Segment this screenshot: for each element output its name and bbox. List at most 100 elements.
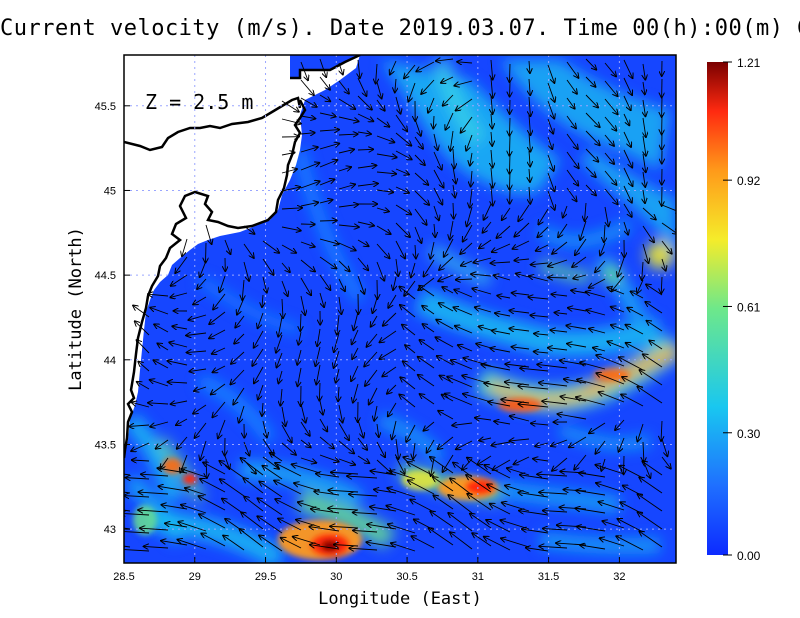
velocity-arrow: [501, 538, 530, 548]
velocity-arrow: [392, 420, 397, 439]
velocity-arrow: [643, 441, 644, 462]
velocity-arrow: [479, 326, 492, 330]
velocity-arrow: [298, 502, 321, 510]
velocity-arrow: [300, 202, 318, 207]
velocity-arrow: [604, 116, 616, 131]
velocity-arrow: [537, 474, 568, 476]
velocity-arrow: [150, 380, 169, 387]
velocity-arrow: [494, 421, 511, 424]
velocity-arrow: [357, 275, 364, 294]
velocity-arrow: [623, 185, 632, 203]
velocity-arrow: [224, 239, 230, 254]
velocity-arrow: [529, 132, 530, 152]
velocity-arrow: [393, 276, 396, 290]
velocity-arrow: [488, 402, 511, 407]
velocity-arrow: [300, 439, 311, 447]
velocity-arrow: [649, 341, 663, 350]
velocity-arrow: [182, 238, 188, 256]
velocity-arrow: [399, 395, 416, 408]
velocity-arrow: [516, 274, 530, 277]
velocity-arrow: [416, 61, 435, 71]
velocity-arrow: [418, 357, 435, 369]
velocity-arrow: [395, 78, 396, 92]
velocity-arrow: [242, 279, 244, 300]
velocity-arrow: [315, 346, 321, 366]
velocity-arrow: [623, 203, 632, 217]
velocity-arrow: [436, 337, 454, 348]
velocity-arrow: [300, 181, 320, 189]
velocity-arrow: [643, 117, 646, 137]
velocity-arrow: [126, 478, 150, 479]
velocity-arrow: [436, 320, 454, 330]
velocity-arrow: [604, 80, 618, 96]
velocity-arrow: [531, 263, 549, 265]
velocity-arrow: [534, 334, 549, 335]
velocity-arrow: [357, 257, 368, 270]
velocity-arrow: [604, 62, 616, 76]
velocity-arrow: [319, 58, 326, 77]
velocity-arrow: [414, 136, 423, 149]
velocity-arrow: [453, 166, 456, 183]
x-tick-label: 28.5: [113, 571, 134, 583]
velocity-arrow: [460, 242, 473, 254]
velocity-arrow: [336, 368, 339, 383]
velocity-arrow: [537, 364, 568, 369]
velocity-arrow: [533, 459, 549, 461]
velocity-arrow: [423, 324, 435, 333]
velocity-arrow: [491, 95, 493, 114]
velocity-arrow: [443, 454, 454, 472]
x-tick-label: 31.5: [538, 571, 559, 583]
velocity-arrow: [274, 481, 302, 495]
velocity-arrow: [455, 326, 473, 334]
velocity-arrow: [491, 77, 493, 98]
velocity-arrow: [547, 136, 552, 149]
velocity-arrow: [241, 458, 264, 476]
velocity-arrow: [376, 99, 385, 111]
velocity-arrow: [395, 222, 410, 237]
velocity-arrow: [492, 243, 511, 252]
velocity-arrow: [338, 386, 339, 401]
velocity-arrow: [566, 61, 578, 78]
velocity-arrow: [585, 166, 596, 177]
velocity-arrow: [507, 468, 530, 476]
velocity-arrow: [388, 402, 397, 416]
velocity-arrow: [427, 439, 435, 453]
velocity-arrow: [257, 498, 283, 516]
velocity-arrow: [161, 541, 188, 546]
velocity-arrow: [395, 186, 409, 193]
velocity-arrow: [376, 225, 391, 234]
velocity-arrow: [296, 520, 321, 528]
velocity-arrow: [186, 333, 207, 335]
velocity-arrow: [243, 441, 249, 456]
velocity-arrow: [661, 438, 667, 456]
velocity-arrow: [357, 239, 369, 246]
velocity-arrow: [490, 504, 511, 515]
velocity-arrow: [124, 491, 131, 494]
velocity-arrow: [450, 532, 473, 550]
velocity-arrow: [457, 62, 473, 63]
velocity-arrow: [338, 80, 349, 94]
velocity-arrow: [471, 274, 492, 276]
velocity-arrow: [376, 63, 377, 83]
velocity-arrow: [566, 115, 576, 128]
velocity-arrow: [339, 62, 343, 74]
velocity-arrow: [211, 383, 226, 394]
velocity-arrow: [396, 438, 399, 459]
velocity-arrow: [319, 220, 337, 221]
velocity-arrow: [470, 152, 472, 165]
velocity-arrow: [403, 361, 416, 372]
velocity-arrow: [231, 351, 245, 364]
velocity-arrow: [470, 188, 472, 208]
velocity-arrow: [589, 278, 606, 288]
velocity-arrow: [561, 397, 587, 402]
velocity-arrow: [154, 360, 169, 369]
velocity-arrow: [433, 495, 454, 510]
velocity-arrow: [219, 275, 226, 292]
velocity-arrow: [365, 369, 378, 386]
velocity-arrow: [547, 154, 554, 171]
velocity-arrow: [319, 382, 320, 401]
velocity-arrow: [319, 256, 336, 268]
velocity-arrow: [535, 443, 549, 446]
velocity-arrow: [450, 220, 453, 239]
velocity-arrow: [300, 295, 305, 315]
